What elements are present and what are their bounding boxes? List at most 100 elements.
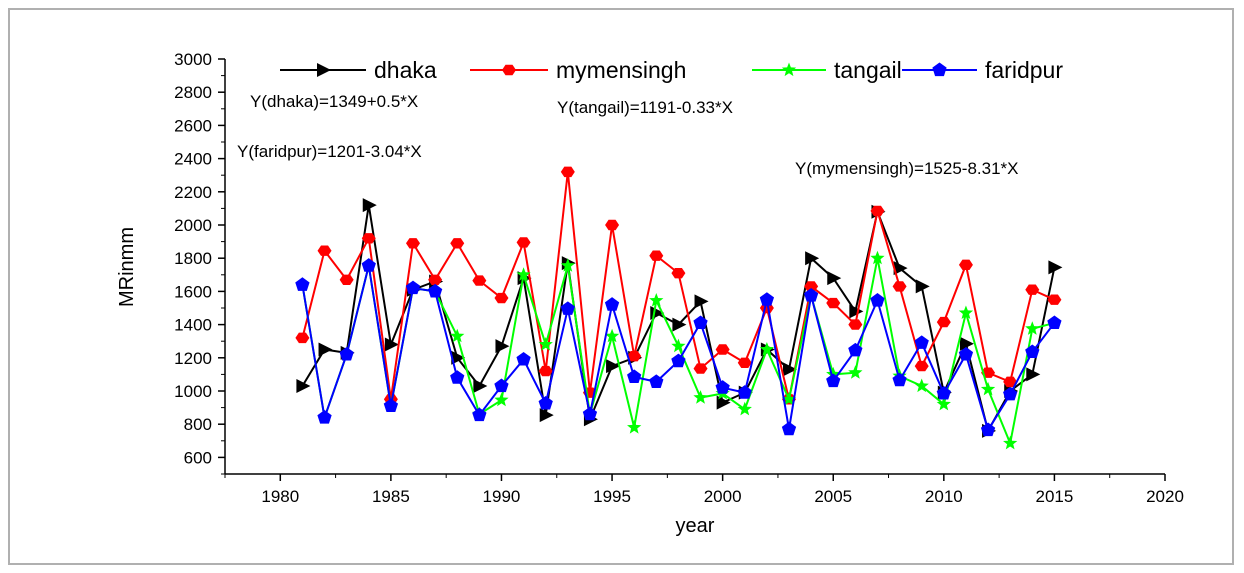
regression-equation: Y(faridpur)=1201-3.04*X xyxy=(237,142,422,161)
y-axis-title: MRinmm xyxy=(116,227,138,307)
regression-equation: Y(tangail)=1191-0.33*X xyxy=(557,98,733,117)
data-point-faridpur xyxy=(295,277,310,291)
data-point-dhaka xyxy=(1026,367,1041,382)
data-point-faridpur xyxy=(1003,386,1018,401)
data-point-mymensingh xyxy=(936,316,951,328)
legend-item-mymensingh: mymensingh xyxy=(470,57,686,83)
data-point-faridpur xyxy=(826,373,841,388)
data-point-faridpur xyxy=(936,385,951,400)
y-tick-label: 1800 xyxy=(174,249,212,268)
data-point-faridpur xyxy=(516,351,531,366)
data-point-faridpur xyxy=(870,293,885,307)
data-point-tangail xyxy=(649,293,664,307)
data-point-faridpur xyxy=(693,315,708,330)
data-point-faridpur xyxy=(450,370,465,384)
legend-label-mymensingh: mymensingh xyxy=(556,57,686,83)
data-point-faridpur xyxy=(361,258,376,272)
x-tick-label: 2015 xyxy=(1035,487,1073,506)
data-point-mymensingh xyxy=(317,245,332,256)
data-point-mymensingh xyxy=(737,357,752,368)
data-point-faridpur xyxy=(317,410,332,424)
data-point-mymensingh xyxy=(671,267,686,279)
data-point-mymensingh xyxy=(494,292,509,304)
y-tick-label: 1600 xyxy=(174,282,212,301)
data-point-tangail xyxy=(759,342,775,356)
data-point-faridpur xyxy=(848,342,863,357)
data-point-dhaka xyxy=(362,198,377,213)
legend-label-dhaka: dhaka xyxy=(374,57,437,83)
data-point-dhaka xyxy=(694,294,709,309)
data-point-faridpur xyxy=(649,374,664,388)
data-point-mymensingh xyxy=(693,363,708,374)
data-point-tangail xyxy=(1025,321,1040,335)
data-point-tangail xyxy=(538,337,553,351)
y-tick-label: 1000 xyxy=(174,382,212,401)
data-point-tangail xyxy=(980,381,996,396)
series-tangail xyxy=(295,250,1062,450)
y-ticks: 600 800 1000 1200 1400 1600 1800 2000 2200 2400 26… xyxy=(174,50,225,475)
data-point-dhaka xyxy=(1048,260,1063,275)
data-point-faridpur xyxy=(737,385,752,399)
data-point-dhaka xyxy=(849,304,864,319)
data-point-mymensingh xyxy=(804,281,819,292)
x-tick-label: 1985 xyxy=(372,487,410,506)
data-point-tangail xyxy=(560,258,575,272)
data-point-dhaka xyxy=(805,251,820,266)
data-point-dhaka xyxy=(716,395,731,410)
series-layer xyxy=(295,166,1063,450)
data-point-mymensingh xyxy=(870,205,885,217)
data-point-mymensingh xyxy=(627,350,642,362)
data-point-tangail xyxy=(936,396,951,411)
data-point-mymensingh xyxy=(892,281,907,292)
data-point-tangail xyxy=(693,390,708,404)
data-point-faridpur xyxy=(781,421,797,436)
data-point-dhaka xyxy=(451,350,466,365)
data-point-mymensingh xyxy=(914,360,929,372)
axes xyxy=(224,59,1165,475)
data-point-tangail xyxy=(627,420,642,434)
data-point-faridpur xyxy=(1047,315,1062,330)
legend: dhaka mymensingh tangail faridpur xyxy=(280,57,1063,83)
data-point-mymensingh xyxy=(1025,284,1040,295)
data-point-dhaka xyxy=(495,339,510,354)
data-point-tangail xyxy=(737,401,752,416)
x-tick-label: 2005 xyxy=(814,487,852,506)
data-point-tangail xyxy=(848,365,863,379)
data-point-tangail xyxy=(781,391,797,406)
data-point-faridpur xyxy=(339,346,354,361)
data-point-faridpur xyxy=(405,280,421,295)
data-point-mymensingh xyxy=(958,259,973,271)
legend-label-faridpur: faridpur xyxy=(985,57,1063,83)
legend-marker xyxy=(781,62,797,77)
data-point-mymensingh xyxy=(826,297,841,309)
data-point-faridpur xyxy=(494,378,509,393)
data-point-dhaka xyxy=(384,337,399,352)
data-point-faridpur xyxy=(671,353,686,368)
data-point-mymensingh xyxy=(295,332,310,344)
y-tick-label: 1400 xyxy=(174,316,212,335)
y-tick-label: 2400 xyxy=(174,150,212,169)
data-point-dhaka xyxy=(783,362,797,377)
data-point-faridpur xyxy=(803,288,819,302)
legend-label-tangail: tangail xyxy=(834,57,902,83)
x-axis-title: year xyxy=(676,515,715,537)
data-point-mymensingh xyxy=(516,237,531,248)
data-point-mymensingh xyxy=(715,344,730,355)
regression-equation: Y(dhaka)=1349+0.5*X xyxy=(250,92,418,111)
series-faridpur xyxy=(295,258,1062,437)
legend-item-dhaka: dhaka xyxy=(280,57,437,83)
data-point-mymensingh xyxy=(428,274,443,285)
data-point-mymensingh xyxy=(1047,294,1062,305)
data-point-tangail xyxy=(450,328,465,343)
data-point-mymensingh xyxy=(339,274,354,285)
data-point-mymensingh xyxy=(361,233,376,244)
data-point-mymensingh xyxy=(560,166,575,178)
data-point-faridpur xyxy=(560,301,575,315)
x-tick-label: 2010 xyxy=(925,487,963,506)
legend-item-faridpur: faridpur xyxy=(902,57,1063,83)
data-point-faridpur xyxy=(604,297,620,311)
regression-equation: Y(mymensingh)=1525-8.31*X xyxy=(795,159,1018,178)
data-point-tangail xyxy=(958,305,974,320)
x-tick-label: 1980 xyxy=(261,487,299,506)
data-point-faridpur xyxy=(383,398,399,413)
